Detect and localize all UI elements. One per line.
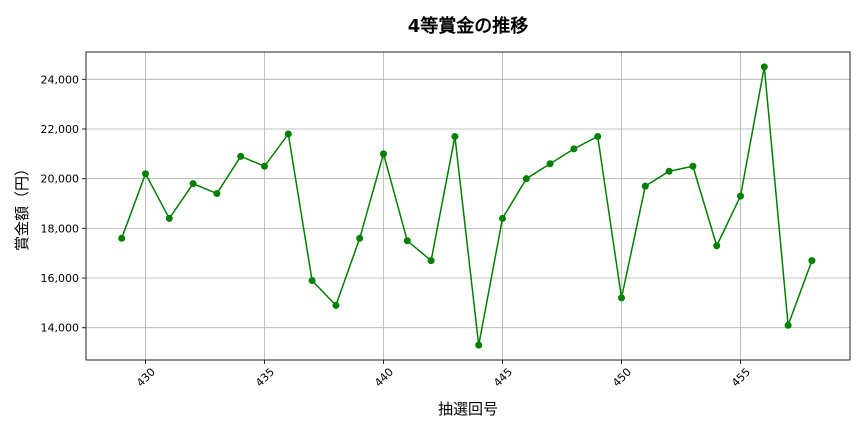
y-axis-label: 賞金額（円） xyxy=(13,161,31,251)
x-tick-label: 430 xyxy=(134,366,158,390)
x-tick-label: 455 xyxy=(729,366,753,390)
series-line xyxy=(118,63,816,349)
chart-title: 4等賞金の推移 xyxy=(408,15,529,37)
y-tick-label: 24,000 xyxy=(41,73,80,86)
data-point xyxy=(784,321,792,329)
y-tick-label: 16,000 xyxy=(41,272,80,285)
y-tick-label: 18,000 xyxy=(41,222,80,235)
plot-frame xyxy=(85,51,851,361)
series-path xyxy=(120,66,813,346)
data-point xyxy=(713,242,721,250)
data-point xyxy=(594,132,602,140)
y-tick-label: 20,000 xyxy=(41,173,80,186)
y-tick-label: 14,000 xyxy=(41,322,80,335)
data-point xyxy=(499,214,507,222)
data-point xyxy=(570,145,578,153)
x-axis-label: 抽選回号 xyxy=(438,400,498,418)
y-tick-label: 22,000 xyxy=(41,123,80,136)
data-point xyxy=(546,160,554,168)
grid xyxy=(86,52,850,360)
data-point xyxy=(261,162,269,170)
data-point xyxy=(475,341,483,349)
x-tick-label: 435 xyxy=(253,366,277,390)
data-point xyxy=(356,234,364,242)
data-point xyxy=(737,192,745,200)
data-point xyxy=(760,63,768,71)
axes: 430 435 440 445 450 455 14,000 16,000 18,000 20,0… xyxy=(41,73,754,389)
data-point xyxy=(618,294,626,302)
data-point xyxy=(308,277,316,285)
data-point xyxy=(142,170,150,178)
data-point xyxy=(380,150,388,158)
data-point xyxy=(284,130,292,138)
data-point xyxy=(403,237,411,245)
data-point xyxy=(427,257,435,265)
data-point xyxy=(165,214,173,222)
x-tick-label: 450 xyxy=(610,366,634,390)
data-point xyxy=(808,257,816,265)
data-point xyxy=(689,162,697,170)
data-point xyxy=(332,301,340,309)
data-point xyxy=(665,167,673,175)
x-tick-label: 440 xyxy=(372,366,396,390)
data-point xyxy=(237,152,245,160)
data-point xyxy=(213,190,221,198)
data-point xyxy=(189,180,197,188)
data-point xyxy=(118,234,126,242)
x-tick-label: 445 xyxy=(491,366,515,390)
data-point xyxy=(522,175,530,183)
data-point xyxy=(451,132,459,140)
data-point xyxy=(641,182,649,190)
